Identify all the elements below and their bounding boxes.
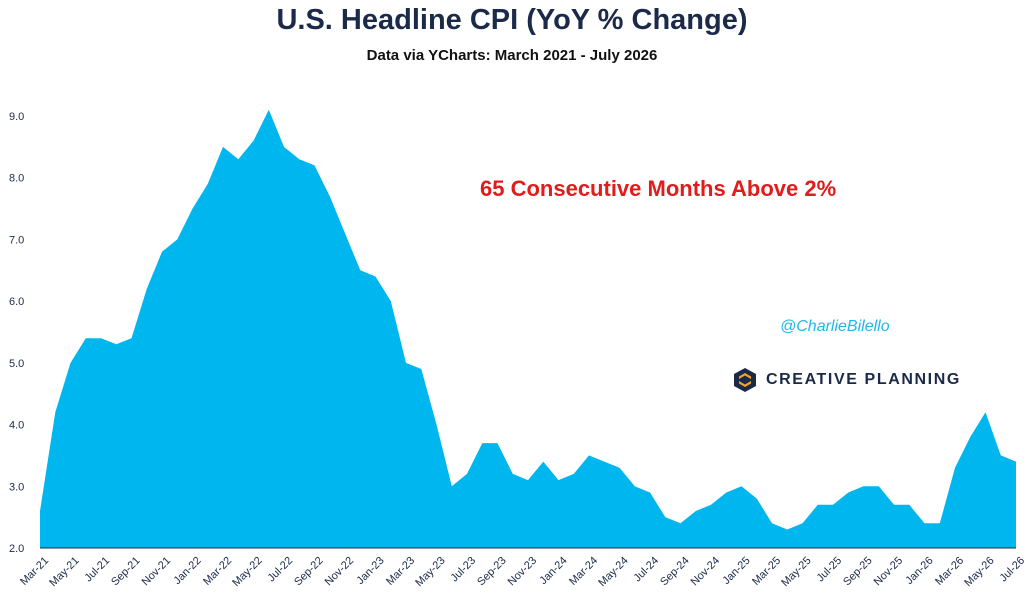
x-tick-label: Mar-22 — [201, 555, 234, 588]
x-tick-label: May-26 — [962, 555, 996, 589]
plot-area — [40, 109, 1016, 549]
x-tick-label: Sep-24 — [658, 555, 692, 589]
x-tick-label: Jul-26 — [998, 555, 1024, 585]
x-tick-label: Sep-23 — [475, 555, 509, 589]
x-tick-label: Sep-25 — [841, 555, 875, 589]
y-tick-label: 8.0 — [9, 173, 24, 185]
y-tick-label: 2.0 — [9, 543, 24, 555]
x-tick-label: Jan-24 — [537, 555, 569, 587]
x-tick-label: Nov-23 — [506, 555, 540, 589]
x-tick-label: Jul-21 — [83, 555, 113, 585]
x-tick-label: Jan-23 — [354, 555, 386, 587]
creative-planning-logo-icon — [734, 368, 756, 392]
x-tick-label: May-25 — [779, 555, 813, 589]
x-tick-label: Jul-24 — [632, 555, 662, 585]
x-tick-label: Nov-21 — [140, 555, 174, 589]
twitter-handle: @CharlieBilello — [780, 318, 890, 335]
x-tick-label: Mar-26 — [933, 555, 966, 588]
y-tick-label: 4.0 — [9, 420, 24, 432]
brand-name: CREATIVE PLANNING — [766, 371, 961, 388]
y-tick-label: 6.0 — [9, 296, 24, 308]
x-tick-label: Nov-24 — [689, 555, 723, 589]
x-tick-label: Mar-25 — [750, 555, 783, 588]
x-tick-label: Jan-25 — [720, 555, 752, 587]
y-tick-label: 9.0 — [9, 111, 24, 123]
cpi-area-series — [40, 109, 1016, 549]
y-tick-label: 3.0 — [9, 481, 24, 493]
y-axis: 9.0 8.0 7.0 6.0 5.0 4.0 3.0 2.0 — [9, 111, 24, 555]
x-tick-label: Jan-22 — [171, 555, 203, 587]
chart-subtitle: Data via YCharts: March 2021 - July 2026 — [366, 47, 658, 64]
x-tick-label: Nov-22 — [323, 555, 357, 589]
y-tick-label: 7.0 — [9, 234, 24, 246]
x-tick-label: Mar-23 — [384, 555, 417, 588]
x-tick-label: Mar-24 — [567, 555, 600, 588]
x-tick-label: May-21 — [47, 555, 81, 589]
x-tick-label: May-22 — [230, 555, 264, 589]
x-tick-label: Jan-26 — [903, 555, 935, 587]
x-tick-label: Jul-22 — [266, 555, 296, 585]
chart-title: U.S. Headline CPI (YoY % Change) — [276, 4, 748, 36]
x-tick-label: Sep-22 — [292, 555, 326, 589]
x-tick-label: Sep-21 — [109, 555, 143, 589]
x-tick-label: Jul-23 — [449, 555, 479, 585]
annotation-text: 65 Consecutive Months Above 2% — [480, 176, 837, 201]
brand-logo: CREATIVE PLANNING — [732, 367, 961, 393]
y-tick-label: 5.0 — [9, 358, 24, 370]
x-tick-label: May-23 — [413, 555, 447, 589]
x-tick-label: May-24 — [596, 555, 630, 589]
x-tick-label: Nov-25 — [872, 555, 906, 589]
x-tick-label: Jul-25 — [815, 555, 845, 585]
x-tick-label: Mar-21 — [18, 555, 51, 588]
